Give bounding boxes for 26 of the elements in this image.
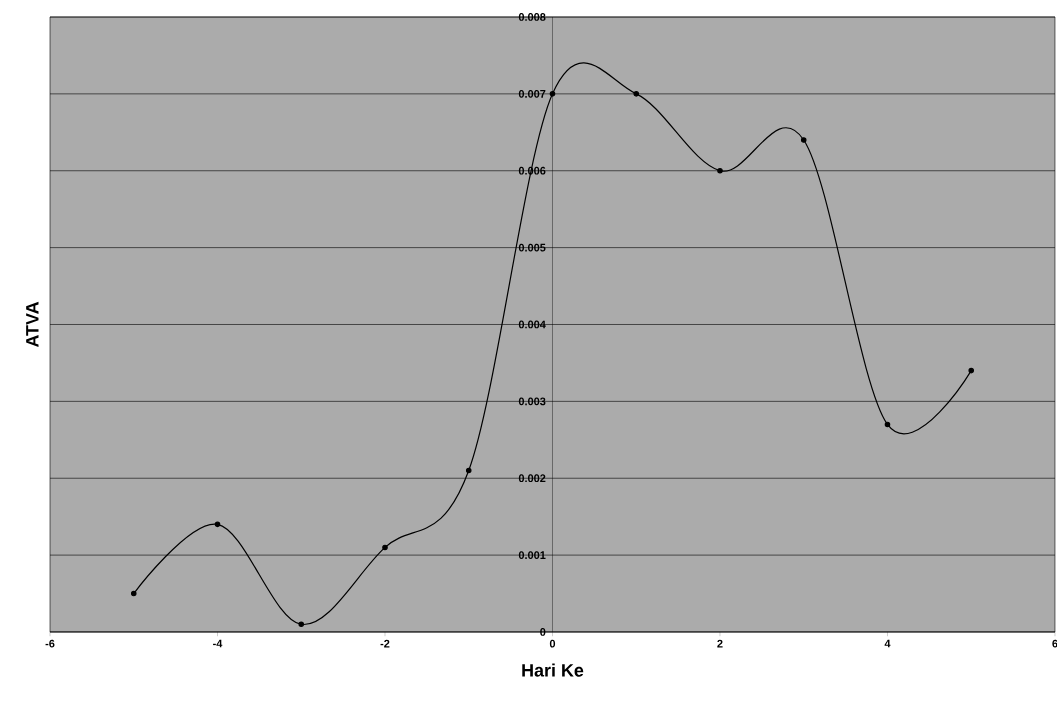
point	[382, 544, 388, 551]
point	[968, 367, 975, 374]
x-tick-label: -6	[45, 639, 55, 648]
y-tick-label: 0.008	[518, 13, 546, 21]
x-tick-label: 4	[884, 639, 891, 648]
point	[633, 91, 640, 97]
y-tick-label: 0.003	[518, 397, 546, 406]
y-tick-label: 0.007	[518, 90, 546, 98]
point	[800, 137, 807, 143]
x-tick-label: 0	[549, 639, 556, 648]
x-tick-label: 6	[1052, 639, 1057, 648]
point	[298, 621, 305, 628]
point	[884, 421, 891, 428]
point	[549, 91, 556, 97]
x-tick-label: -2	[380, 639, 390, 648]
x-tick-label: 2	[717, 639, 723, 648]
y-tick-label: 0.001	[518, 551, 546, 559]
y-axis-title: ATVA	[26, 301, 39, 348]
x-axis-title: Hari Ke	[522, 663, 584, 677]
point	[130, 590, 137, 597]
point	[465, 467, 472, 474]
y-tick-label: 0.005	[518, 243, 546, 252]
point	[717, 167, 723, 174]
y-tick-label: 0.002	[518, 474, 546, 483]
point	[214, 521, 221, 528]
x-tick-label: -4	[213, 639, 223, 648]
